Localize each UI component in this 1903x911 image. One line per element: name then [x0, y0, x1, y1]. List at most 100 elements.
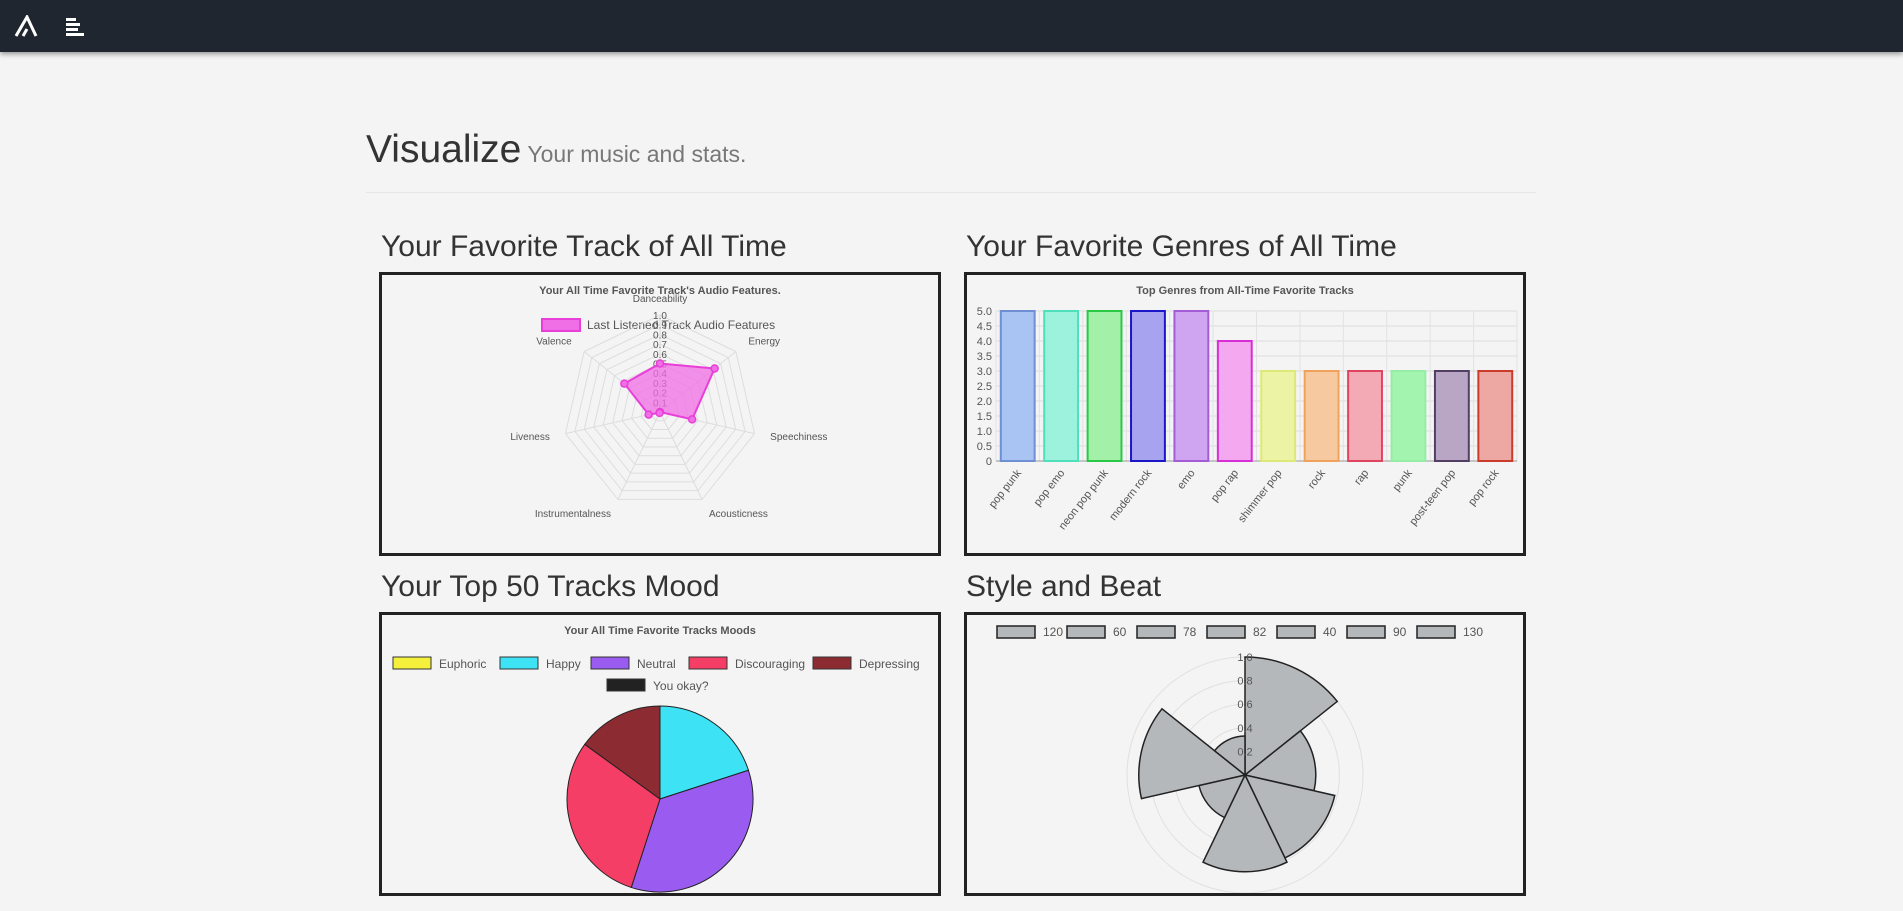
- polar-legend-swatch: [1206, 625, 1246, 639]
- pie-legend-swatch: [499, 656, 539, 670]
- pie-legend-label: You okay?: [653, 679, 709, 693]
- style-panel: 120 60 78 82 40 90 130 0.2 0.4 0.6 0.8 1.0: [964, 612, 1526, 896]
- radar-data-point: [655, 408, 664, 418]
- bar-rock: [1303, 370, 1340, 462]
- pie-slice-discouraging: [566, 743, 661, 889]
- bar-x-tick-label: emo: [1175, 467, 1198, 491]
- pie-slice-happy: [659, 705, 750, 800]
- polar-legend-swatch: [996, 625, 1036, 639]
- page-title-text: Visualize: [366, 128, 522, 171]
- mood-panel-title: Your Top 50 Tracks Mood: [381, 570, 720, 603]
- bars-icon[interactable]: [66, 17, 86, 37]
- bar-y-tick-label: 1.0: [977, 426, 992, 438]
- style-beat-polar-chart: 120 60 78 82 40 90 130 0.2 0.4 0.6 0.8 1.0: [996, 625, 1483, 893]
- page-title: Visualize Your music and stats.: [366, 128, 746, 172]
- radar-grid-ring: [593, 343, 727, 474]
- polar-tick-label: 0.2: [1237, 746, 1252, 758]
- pie-legend-swatch: [812, 656, 852, 670]
- bar-x-tick-label: pop emo: [1032, 467, 1068, 508]
- radar-tick-label: 0.7: [653, 340, 667, 351]
- radar-tick-label: 0.6: [653, 350, 667, 361]
- polar-legend-label: 60: [1113, 625, 1127, 639]
- radar-title: Your All Time Favorite Track's Audio Fea…: [539, 285, 781, 297]
- pie-legend-label: Discouraging: [735, 657, 805, 671]
- bar-y-tick-label: 3.0: [977, 366, 992, 378]
- style-panel-title: Style and Beat: [966, 570, 1162, 603]
- moods-pie-chart: Your All Time Favorite Tracks Moods Eupho…: [392, 625, 920, 893]
- radar-data-point: [687, 415, 697, 424]
- polar-legend-swatch: [1416, 625, 1456, 639]
- radar-data-point: [620, 379, 629, 388]
- radar-data-point: [644, 410, 653, 419]
- triangle-logo-icon[interactable]: [14, 15, 38, 37]
- bar-x-tick-label: rap: [1352, 467, 1371, 487]
- polar-legend-swatch: [1276, 625, 1316, 639]
- polar-segment-130: [1213, 735, 1246, 777]
- polar-legend-swatch: [1066, 625, 1106, 639]
- polar-legend-label: 40: [1323, 625, 1337, 639]
- radar-axis-label: Instrumentalness: [535, 509, 611, 520]
- radar-tick-label: 0.9: [653, 321, 667, 332]
- radar-data-point: [655, 359, 665, 368]
- bar-emo: [1173, 310, 1210, 462]
- bar-x-tick-label: modern rock: [1107, 467, 1154, 523]
- polar-legend-label: 78: [1183, 625, 1197, 639]
- page-subtitle: Your music and stats.: [527, 141, 747, 167]
- audio-features-radar-chart: Your All Time Favorite Track's Audio Fea…: [510, 285, 827, 520]
- polar-legend-label: 90: [1393, 625, 1407, 639]
- pie-slice-neutral: [630, 769, 754, 893]
- polar-segment-120: [1244, 656, 1339, 777]
- bar-pop-rock: [1477, 370, 1514, 462]
- bar-y-tick-label: 0.5: [977, 441, 992, 453]
- bar-pop-emo: [1043, 310, 1080, 462]
- pie-legend-label: Happy: [546, 657, 581, 671]
- bar-modern-rock: [1130, 310, 1166, 462]
- radar-tick-label: 1.0: [653, 311, 667, 322]
- pie-legend-swatch: [688, 656, 728, 670]
- bar-y-tick-label: 4.0: [977, 336, 992, 348]
- bar-neon-pop-punk: [1086, 310, 1123, 462]
- bar-y-tick-label: 4.5: [977, 321, 992, 333]
- bar-x-tick-label: punk: [1391, 467, 1415, 494]
- bar-post-teen-pop: [1433, 370, 1470, 462]
- radar-axis-label: Speechiness: [770, 432, 827, 443]
- polar-legend-swatch: [1136, 625, 1176, 639]
- bar-y-tick-label: 1.5: [977, 411, 992, 423]
- bar-y-tick-label: 3.5: [977, 351, 992, 363]
- bar-x-tick-label: pop rock: [1466, 467, 1502, 508]
- polar-legend-label: 82: [1253, 625, 1267, 639]
- radar-grid-ring: [583, 333, 737, 483]
- polar-tick-label: 0.6: [1237, 699, 1252, 711]
- polar-tick-label: 1.0: [1237, 652, 1252, 664]
- track-panel: Your All Time Favorite Track's Audio Fea…: [379, 272, 941, 556]
- bar-y-tick-label: 5.0: [977, 306, 992, 318]
- bar-x-tick-label: post-teen pop: [1407, 467, 1458, 527]
- polar-tick-label: 0.8: [1237, 676, 1252, 688]
- bar-rap: [1347, 370, 1383, 462]
- radar-data-area: [622, 362, 717, 421]
- bar-y-tick-label: 0: [986, 456, 992, 468]
- genres-panel: Top Genres from All-Time Favorite Tracks…: [964, 272, 1526, 556]
- radar-axis-label: Energy: [748, 337, 780, 348]
- polar-segment-78: [1243, 773, 1336, 859]
- radar-axis-label: Valence: [536, 337, 572, 348]
- pie-slice-depressing: [584, 705, 661, 800]
- radar-spoke: [617, 411, 661, 500]
- radar-axis-label: Acousticness: [709, 509, 768, 520]
- radar-spoke: [565, 411, 661, 435]
- polar-segment-60: [1243, 729, 1317, 792]
- bar-x-tick-label: pop punk: [987, 467, 1025, 510]
- bar-pop-rap: [1216, 340, 1253, 462]
- polar-segment-90: [1138, 707, 1247, 800]
- bar-shimmer-pop: [1260, 370, 1297, 462]
- polar-segment-82: [1202, 773, 1288, 873]
- pie-legend-swatch: [590, 656, 630, 670]
- pie-legend-swatch: [606, 678, 646, 692]
- radar-data-point: [710, 364, 719, 373]
- pie-legend-swatch: [392, 656, 432, 670]
- polar-legend-swatch: [1346, 625, 1386, 639]
- radar-legend-swatch: [541, 318, 581, 332]
- pie-legend-label: Depressing: [859, 657, 920, 671]
- bar-punk: [1390, 370, 1427, 462]
- page-header: Visualize Your music and stats.: [366, 128, 1536, 193]
